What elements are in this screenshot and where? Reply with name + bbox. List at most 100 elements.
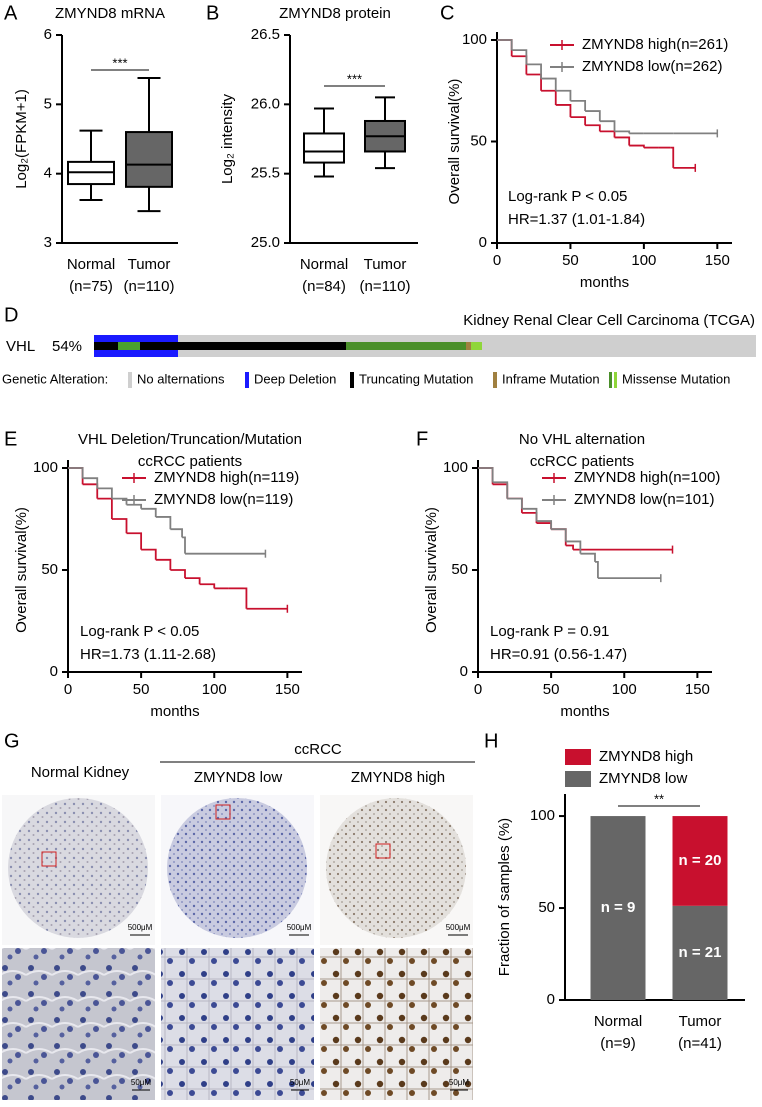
survival-step: [97, 487, 113, 499]
y-axis-label: Fraction of samples (%): [496, 818, 513, 976]
survival-step: [670, 146, 675, 168]
x-tick-label: 0: [474, 681, 482, 698]
x-tick-note: (n=84): [302, 278, 346, 295]
x-tick-label: Normal: [67, 256, 115, 273]
y-axis-label: Log₂ intensity: [219, 93, 236, 184]
survival-step: [155, 516, 172, 530]
panel-letter: H: [484, 730, 498, 752]
legend-label: ZMYND8 high(n=119): [154, 469, 299, 486]
altered-percent: 54%: [52, 338, 82, 355]
annotation: Log-rank P < 0.05: [80, 623, 199, 640]
survival-step: [507, 497, 523, 513]
y-tick-label: 25.5: [251, 165, 280, 182]
significance: ***: [112, 55, 127, 70]
survival-step: [555, 89, 572, 101]
x-axis-label: months: [560, 703, 609, 720]
survival-step: [68, 467, 84, 485]
survival-step: [541, 89, 557, 105]
y-tick-label: 26.5: [251, 26, 280, 43]
tma-images: [2, 795, 473, 1100]
x-axis-label: months: [580, 274, 629, 291]
legend-label: ZMYND8 low: [599, 770, 688, 787]
y-axis-label: Log₂(FPKM+1): [13, 89, 30, 189]
bar-segment: [590, 816, 646, 1000]
survival-step: [492, 481, 509, 499]
legend-label: ZMYND8 high(n=261): [582, 36, 728, 53]
survival-step: [629, 144, 645, 148]
panel-letter: D: [4, 304, 18, 326]
survival-step: [565, 540, 582, 554]
y-tick-label: 26.0: [251, 95, 280, 112]
survival-step: [526, 73, 542, 91]
chart-title: ccRCC patients: [138, 453, 242, 470]
survival-step: [155, 558, 172, 570]
legend-label: ZMYND8 low(n=119): [154, 491, 293, 508]
legend-swatch: [245, 372, 249, 388]
box: [303, 132, 345, 164]
legend-label: Truncating Mutation: [359, 371, 473, 386]
legend-title: Genetic Alteration:: [2, 371, 108, 386]
x-tick-label: Normal: [300, 256, 348, 273]
panel-letter: B: [206, 2, 219, 24]
segment-label: n = 21: [679, 944, 722, 961]
scale-label: 50μM: [131, 1078, 152, 1087]
legend-label: Inframe Mutation: [502, 371, 600, 386]
x-tick-label: 100: [612, 681, 637, 698]
legend-swatch: [128, 372, 132, 388]
survival-step: [478, 467, 494, 485]
survival-step: [141, 548, 157, 560]
scale-label: 50μM: [290, 1078, 311, 1087]
survival-step: [97, 497, 113, 519]
panel-letter: F: [416, 428, 428, 450]
legend-swatch: [493, 372, 497, 388]
y-tick-label: 0: [460, 663, 468, 680]
survival-step: [126, 532, 143, 550]
survival-step: [82, 477, 99, 489]
survival-step: [170, 528, 183, 538]
survival-step: [570, 116, 587, 126]
panel-letter: G: [4, 730, 20, 752]
y-tick-label: 25.0: [251, 234, 280, 251]
survival-step: [580, 552, 596, 562]
survival-step: [111, 497, 128, 505]
survival-step: [555, 104, 572, 118]
survival-step: [511, 49, 528, 65]
x-tick-label: 150: [275, 681, 300, 698]
x-tick-label: 100: [631, 252, 656, 269]
survival-step: [170, 569, 186, 579]
bar-segment: [672, 816, 728, 906]
bar-segment: [672, 905, 728, 1000]
chart-title: ZMYND8 protein: [279, 5, 391, 22]
legend-label: No alternations: [137, 371, 225, 386]
x-tick-note: (n=75): [69, 278, 113, 295]
y-tick-label: 50: [538, 899, 555, 916]
chart-title: No VHL alternation: [519, 431, 645, 448]
scale-bars: [130, 934, 468, 1091]
survival-step: [497, 39, 513, 51]
y-tick-label: 100: [462, 31, 487, 48]
survival-step: [585, 110, 601, 122]
y-tick-label: 6: [44, 26, 52, 43]
x-tick-label: 0: [64, 681, 72, 698]
image-group: ccRCC: [294, 741, 342, 758]
x-tick-label: 150: [705, 252, 730, 269]
survival-step: [243, 587, 248, 609]
survival-step: [551, 528, 567, 542]
annotation: HR=1.37 (1.01-1.84): [508, 211, 645, 228]
x-tick-label: Tumor: [128, 256, 171, 273]
oncoprint-title: Kidney Renal Clear Cell Carcinoma (TCGA): [463, 312, 755, 329]
legend-label: ZMYND8 low(n=262): [582, 58, 722, 75]
scale-label: 50μM: [449, 1078, 470, 1087]
y-tick-label: 100: [33, 459, 58, 476]
legend-label: ZMYND8 low(n=101): [574, 491, 714, 508]
x-tick-label: Tumor: [679, 1013, 722, 1030]
y-tick-label: 0: [50, 663, 58, 680]
scale-label: 500μM: [128, 923, 153, 932]
y-tick-label: 0: [479, 234, 487, 251]
image-label: ZMYND8 high: [351, 769, 445, 786]
chart-title: VHL Deletion/Truncation/Mutation: [78, 431, 302, 448]
legend-swatch: [565, 749, 591, 765]
image-label: ZMYND8 low: [194, 769, 283, 786]
survival-step: [507, 497, 523, 509]
